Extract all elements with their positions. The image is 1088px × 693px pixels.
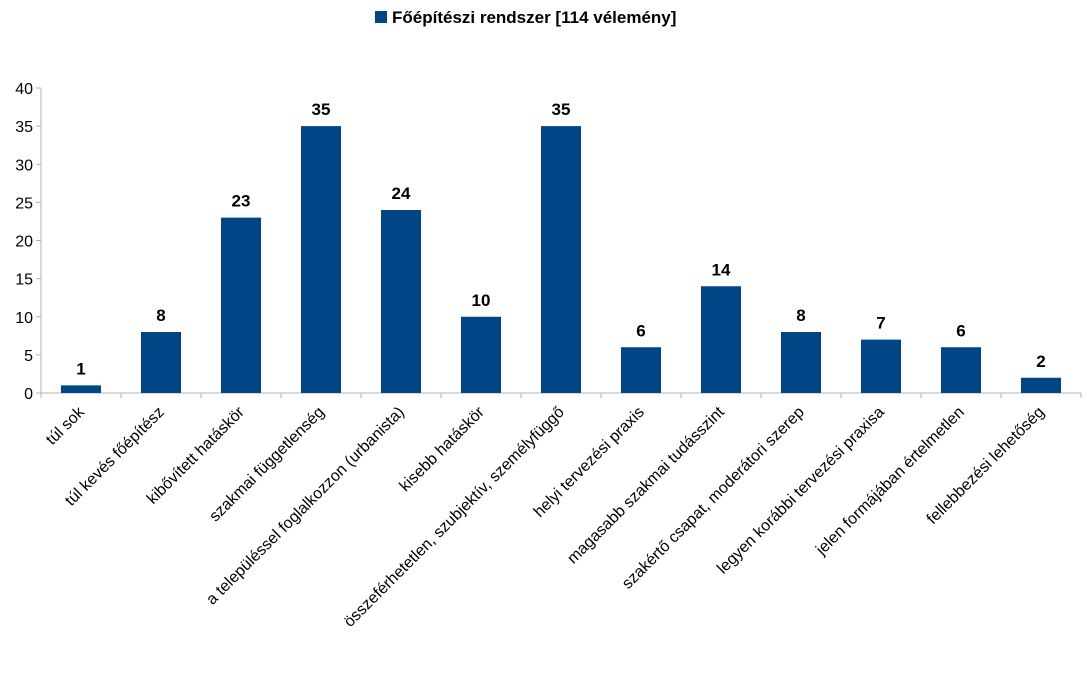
legend-label: Főépítészi rendszer [114 vélemény] [392, 8, 676, 27]
y-tick-label: 40 [15, 81, 33, 98]
data-label: 35 [552, 100, 571, 119]
category-label: szakértő csapat, moderátori szerep [619, 404, 808, 593]
data-label: 23 [232, 192, 251, 211]
category-label: legyen korábbi tervezési praxisa [714, 404, 888, 578]
data-label: 24 [392, 184, 411, 203]
y-tick-label: 30 [15, 157, 33, 174]
bar [621, 347, 661, 393]
data-label: 14 [712, 260, 731, 279]
bar [221, 217, 261, 393]
bar [781, 332, 821, 393]
category-label: jelen formájában értelmetlen [812, 404, 967, 559]
y-tick-label: 15 [15, 272, 33, 289]
y-tick-label: 0 [24, 386, 33, 403]
category-label: túl sok [43, 403, 88, 448]
data-label: 10 [472, 291, 491, 310]
bar [861, 339, 901, 393]
bar [701, 286, 741, 393]
bar [941, 347, 981, 393]
category-label: kisebb hatáskör [397, 403, 489, 495]
data-label: 6 [636, 321, 645, 340]
y-tick-label: 10 [15, 310, 33, 327]
y-tick-label: 35 [15, 119, 33, 136]
y-tick-label: 5 [24, 348, 33, 365]
bar [61, 385, 101, 393]
bar [461, 316, 501, 393]
category-label: magasabb szakmai tudásszint [564, 403, 728, 567]
legend-swatch [375, 11, 387, 23]
bar [141, 332, 181, 393]
data-label: 2 [1036, 352, 1045, 371]
data-label: 1 [76, 359, 85, 378]
bar [1021, 377, 1061, 393]
data-label: 35 [312, 100, 331, 119]
y-tick-label: 20 [15, 234, 33, 251]
bars [61, 126, 1061, 393]
data-label: 8 [156, 306, 165, 325]
legend: Főépítészi rendszer [114 vélemény] [375, 8, 676, 27]
y-tick-label: 25 [15, 195, 33, 212]
bar [381, 210, 421, 393]
bar [301, 126, 341, 393]
data-labels: 1 8 23 35 24 10 35 6 14 8 7 6 2 [76, 100, 1045, 378]
data-label: 8 [796, 306, 805, 325]
data-label: 7 [876, 314, 885, 333]
data-label: 6 [956, 321, 965, 340]
bar [541, 126, 581, 393]
axes: 0 5 10 15 20 25 30 35 40 [15, 81, 1082, 403]
